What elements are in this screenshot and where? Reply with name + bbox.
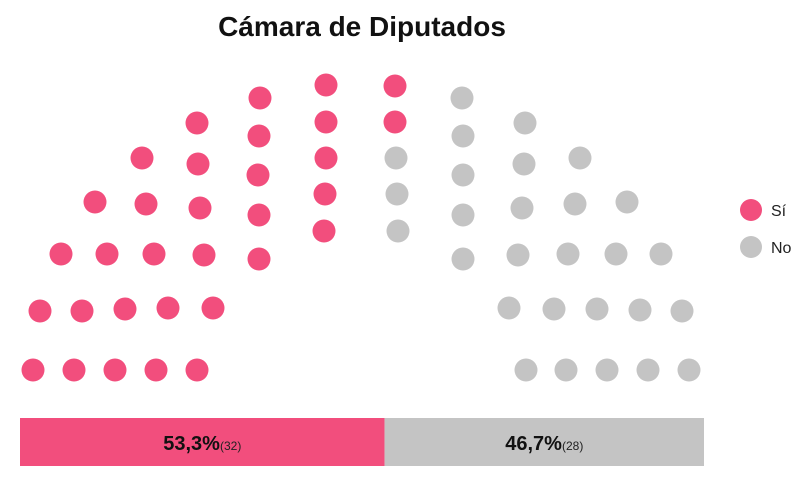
seat-si <box>83 190 107 214</box>
seat-no <box>615 190 639 214</box>
seat-si <box>103 358 127 382</box>
seat-no <box>506 243 530 267</box>
seat-si <box>247 247 271 271</box>
seat-si <box>383 74 407 98</box>
seat-si <box>156 296 180 320</box>
seat-no <box>677 358 701 382</box>
seat-si <box>248 86 272 110</box>
seat-si <box>314 73 338 97</box>
seat-no <box>497 296 521 320</box>
legend-marker-si <box>740 199 762 221</box>
seat-si <box>185 358 209 382</box>
seat-si <box>49 242 73 266</box>
seats-group <box>21 73 701 382</box>
seat-si <box>142 242 166 266</box>
seat-si <box>134 192 158 216</box>
seat-si <box>246 163 270 187</box>
seat-si <box>314 146 338 170</box>
legend-label-si: Sí <box>771 203 787 220</box>
seat-no <box>628 298 652 322</box>
seat-no <box>451 247 475 271</box>
summary-count-si: (32) <box>220 439 241 453</box>
seat-si <box>70 299 94 323</box>
seat-si <box>247 203 271 227</box>
legend: Sí No <box>740 199 792 258</box>
seat-si <box>28 299 52 323</box>
seat-si <box>188 196 212 220</box>
seat-no <box>384 146 408 170</box>
chart-title: Cámara de Diputados <box>218 11 506 42</box>
seat-no <box>636 358 660 382</box>
seat-no <box>595 358 619 382</box>
summary-bar: 53,3%(32) 46,7%(28) <box>20 418 704 466</box>
seat-no <box>385 182 409 206</box>
seat-si <box>314 110 338 134</box>
seat-si <box>113 297 137 321</box>
seat-si <box>130 146 154 170</box>
seat-no <box>568 146 592 170</box>
summary-count-no: (28) <box>562 439 583 453</box>
seat-no <box>451 163 475 187</box>
seat-no <box>542 297 566 321</box>
seat-si <box>201 296 225 320</box>
summary-label-no: 46,7%(28) <box>505 433 583 455</box>
seat-si <box>383 110 407 134</box>
seat-si <box>144 358 168 382</box>
seat-no <box>554 358 578 382</box>
seat-si <box>192 243 216 267</box>
seat-no <box>604 242 628 266</box>
seat-no <box>450 86 474 110</box>
seat-si <box>312 219 336 243</box>
seat-si <box>62 358 86 382</box>
seat-si <box>186 152 210 176</box>
seat-si <box>313 182 337 206</box>
seat-si <box>95 242 119 266</box>
summary-percent-si: 53,3% <box>163 433 220 455</box>
seat-no <box>451 203 475 227</box>
seat-no <box>556 242 580 266</box>
summary-bar-si <box>20 418 385 466</box>
seat-no <box>670 299 694 323</box>
seat-si <box>21 358 45 382</box>
seat-no <box>451 124 475 148</box>
seat-si <box>185 111 209 135</box>
seat-no <box>585 297 609 321</box>
seat-no <box>514 358 538 382</box>
summary-label-si: 53,3%(32) <box>163 433 241 455</box>
seat-no <box>512 152 536 176</box>
legend-label-no: No <box>771 240 792 257</box>
seat-no <box>649 242 673 266</box>
summary-percent-no: 46,7% <box>505 433 562 455</box>
legend-marker-no <box>740 236 762 258</box>
seat-no <box>563 192 587 216</box>
seat-si <box>247 124 271 148</box>
seat-no <box>513 111 537 135</box>
summary-bar-no <box>384 418 704 466</box>
seat-no <box>386 219 410 243</box>
seat-no <box>510 196 534 220</box>
